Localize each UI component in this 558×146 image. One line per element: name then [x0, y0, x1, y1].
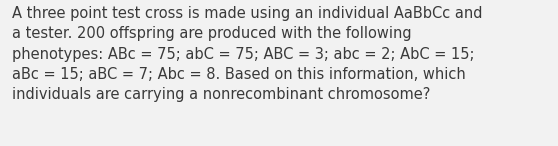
Text: A three point test cross is made using an individual AaBbCc and
a tester. 200 of: A three point test cross is made using a… [12, 6, 483, 102]
